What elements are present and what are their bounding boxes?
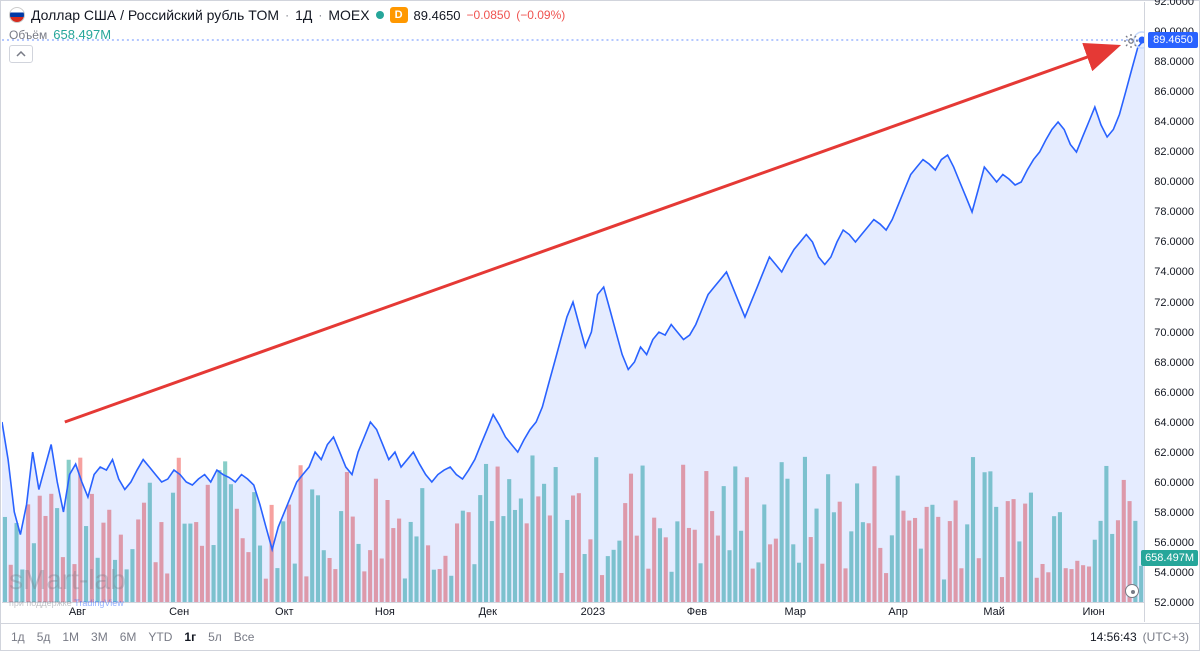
y-tick-label: 78.0000 [1154, 206, 1194, 218]
timeframe-selector: 1д 5д 1М 3М 6М YTD 1г 5л Все [11, 630, 266, 644]
timeframe-1д[interactable]: 1д [11, 630, 25, 644]
chart-pane[interactable] [2, 2, 1144, 622]
x-tick-label: Сен [169, 606, 189, 618]
y-tick-label: 54.0000 [1154, 567, 1194, 579]
volume-value: 658.497M [53, 27, 111, 42]
collapse-header-button[interactable] [9, 45, 33, 63]
interval-badge[interactable]: D [390, 7, 408, 23]
x-tick-label: Мар [784, 606, 806, 618]
timezone-label[interactable]: (UTC+3) [1143, 630, 1189, 644]
y-tick-label: 86.0000 [1154, 86, 1194, 98]
y-tick-label: 70.0000 [1154, 327, 1194, 339]
y-tick-label: 84.0000 [1154, 116, 1194, 128]
y-tick-label: 58.0000 [1154, 507, 1194, 519]
x-tick-label: Ноя [375, 606, 395, 618]
x-axis[interactable]: Авг Сен Окт Ноя Дек 2023 Фев Мар Апр Май Июн [2, 602, 1144, 622]
y-tick-label: 64.0000 [1154, 417, 1194, 429]
x-tick-label: Дек [479, 606, 497, 618]
y-tick-label: 74.0000 [1154, 266, 1194, 278]
x-tick-label: 2023 [581, 606, 605, 618]
y-tick-label: 88.0000 [1154, 56, 1194, 68]
y-tick-label: 82.0000 [1154, 146, 1194, 158]
separator: · [285, 8, 289, 22]
reset-zoom-button[interactable] [1125, 584, 1139, 598]
timeframe-1М[interactable]: 1М [62, 630, 79, 644]
symbol-flag-icon [9, 7, 25, 23]
y-tick-label: 68.0000 [1154, 357, 1194, 369]
price-chart-svg [2, 2, 1144, 622]
x-tick-label: Фев [687, 606, 707, 618]
bottom-toolbar: 1д 5д 1М 3М 6М YTD 1г 5л Все 14:56:43 (UTC+3) [1, 623, 1199, 650]
symbol-title[interactable]: Доллар США / Российский рубль TOM [31, 7, 279, 23]
x-tick-label: Апр [888, 606, 907, 618]
y-volume-marker: 658.497M [1141, 550, 1198, 566]
market-status-icon [376, 11, 384, 19]
price-change-abs: −0.0850 [467, 8, 511, 22]
timeframe-YTD[interactable]: YTD [148, 630, 172, 644]
y-tick-label: 56.0000 [1154, 537, 1194, 549]
timeframe-Все[interactable]: Все [234, 630, 255, 644]
chevron-up-icon [16, 51, 26, 57]
y-tick-label: 80.0000 [1154, 176, 1194, 188]
timeframe-5д[interactable]: 5д [37, 630, 51, 644]
y-tick-label: 52.0000 [1154, 597, 1194, 609]
y-axis[interactable]: 92.000090.000088.000086.000084.000082.00… [1144, 2, 1198, 622]
y-tick-label: 66.0000 [1154, 387, 1194, 399]
chart-header: Доллар США / Российский рубль TOM · 1Д ·… [1, 1, 1199, 43]
timeframe-3М[interactable]: 3М [91, 630, 108, 644]
x-tick-label: Авг [69, 606, 86, 618]
x-tick-label: Май [983, 606, 1005, 618]
timeframe-6М[interactable]: 6М [120, 630, 137, 644]
interval-label[interactable]: 1Д [295, 7, 312, 23]
last-price: 89.4650 [414, 8, 461, 23]
price-change-pct: (−0.09%) [516, 8, 565, 22]
separator: · [318, 8, 322, 22]
timeframe-5л[interactable]: 5л [208, 630, 222, 644]
timeframe-1г[interactable]: 1г [184, 630, 196, 644]
y-tick-label: 76.0000 [1154, 236, 1194, 248]
y-tick-label: 72.0000 [1154, 297, 1194, 309]
y-tick-label: 62.0000 [1154, 447, 1194, 459]
x-tick-label: Окт [275, 606, 294, 618]
volume-label: Объём [9, 28, 47, 42]
clock-time[interactable]: 14:56:43 [1090, 630, 1137, 644]
exchange-label[interactable]: MOEX [328, 7, 369, 23]
x-tick-label: Июн [1082, 606, 1104, 618]
y-tick-label: 60.0000 [1154, 477, 1194, 489]
